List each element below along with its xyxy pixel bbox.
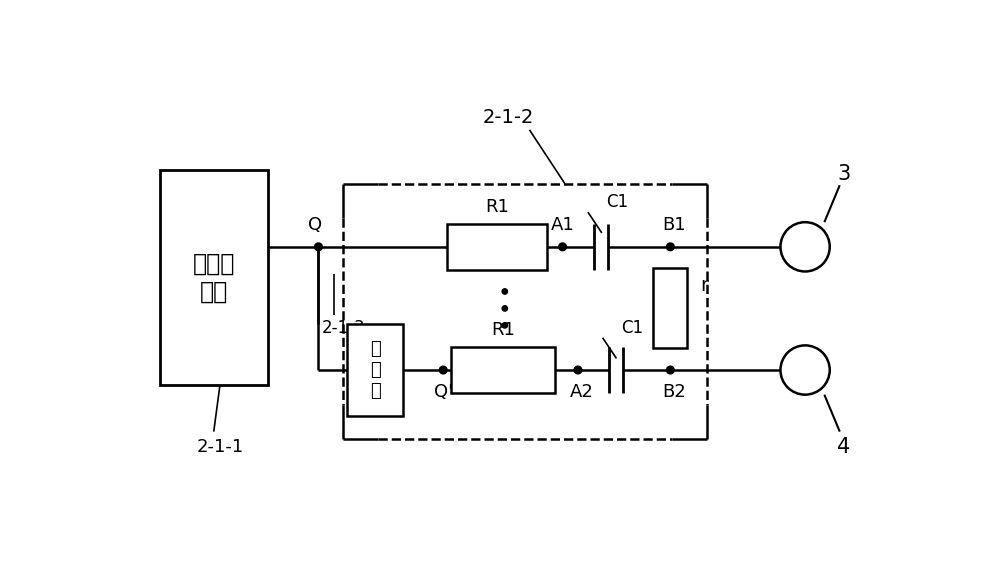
Text: B2: B2 [662,382,686,400]
Circle shape [666,243,674,250]
Bar [451,347,555,393]
Circle shape [574,366,582,374]
Text: A2: A2 [570,382,594,400]
Bar [160,170,268,385]
Circle shape [315,243,322,250]
Text: Q: Q [308,216,322,234]
Text: A1: A1 [551,216,574,234]
Circle shape [439,366,447,374]
Text: 方波发
生器: 方波发 生器 [193,252,235,303]
Text: 4: 4 [837,437,850,457]
Text: C1: C1 [621,318,643,336]
Circle shape [502,306,507,311]
Text: Q': Q' [434,382,453,400]
Bar [347,324,403,416]
Circle shape [502,289,507,294]
Circle shape [666,366,674,374]
Text: C1: C1 [606,193,628,211]
Text: B1: B1 [662,216,686,234]
Bar [447,224,547,270]
Text: 2-1-3: 2-1-3 [321,318,365,336]
Bar [653,268,687,349]
Text: 2-1-1: 2-1-1 [196,438,244,456]
Circle shape [559,243,566,250]
Circle shape [780,345,830,394]
Text: 反
相
器: 反 相 器 [370,340,380,400]
Circle shape [780,222,830,271]
Text: 3: 3 [837,164,850,184]
Text: R1: R1 [491,321,515,339]
Text: r: r [700,276,708,295]
Circle shape [502,322,507,328]
Text: 2-1-2: 2-1-2 [483,108,534,127]
Text: R1: R1 [485,198,509,216]
